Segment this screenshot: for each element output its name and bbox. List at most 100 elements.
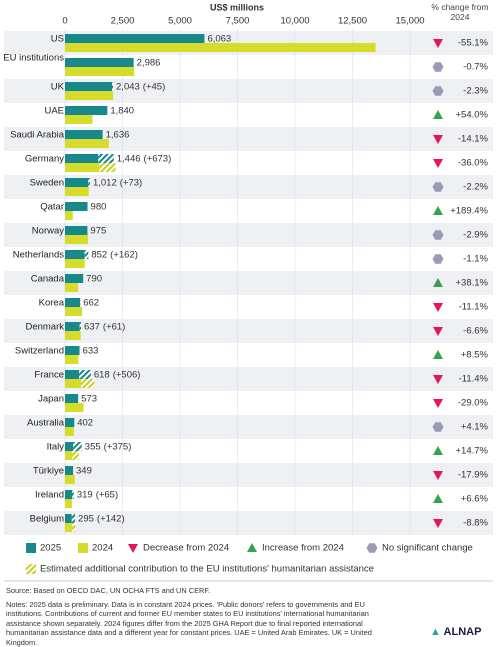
bar (65, 499, 72, 508)
category-label: Qatar (40, 201, 64, 213)
source: Source: Based on OECD DAC, UN OCHA FTS a… (6, 586, 211, 595)
logo-text: ALNAP (443, 626, 482, 638)
bar (65, 346, 80, 355)
bar (65, 379, 82, 388)
x-tick-label: 7,500 (226, 16, 250, 27)
change-label: -14.1% (458, 134, 489, 145)
bar (65, 403, 84, 412)
x-tick-label: 12,500 (338, 16, 367, 27)
value-label: 1,012 (93, 178, 117, 189)
bar (65, 475, 75, 484)
bar (65, 178, 89, 187)
x-tick-label: 5,000 (168, 16, 192, 27)
change-label: -2.3% (463, 86, 488, 97)
bar (65, 427, 74, 436)
value-label: 1,840 (110, 106, 134, 117)
value-label: 6,063 (207, 34, 231, 45)
value-label: 662 (83, 298, 99, 309)
additional-bar (79, 370, 91, 379)
row-stripe (4, 271, 493, 295)
bar (65, 274, 84, 283)
bar (65, 163, 100, 172)
category-label: Switzerland (14, 345, 64, 357)
bar (65, 514, 72, 523)
legend-icon (128, 544, 138, 553)
category-label: Belgium (29, 513, 64, 525)
change-icon (433, 399, 443, 408)
change-label: +4.1% (461, 422, 489, 433)
change-label: -0.7% (463, 62, 488, 73)
logo: ▲ ALNAP (430, 626, 482, 638)
category-label: Australia (27, 417, 64, 429)
bar (65, 451, 73, 460)
legend-swatch (26, 543, 36, 553)
change-icon (433, 278, 443, 287)
change-icon (433, 110, 443, 119)
legend-label: Estimated additional contribution to the… (40, 564, 374, 575)
change-label: -55.1% (458, 38, 489, 49)
bar (65, 211, 73, 220)
bar (65, 139, 109, 148)
change-label: +54.0% (456, 110, 489, 121)
value-label: 2,986 (137, 58, 161, 69)
legend-icon (247, 543, 257, 552)
additional-label: (+61) (103, 322, 125, 333)
additional-label: (+142) (97, 514, 125, 525)
legend-swatch (26, 564, 36, 574)
legend-label: 2024 (92, 543, 113, 554)
bar (65, 250, 85, 259)
bar (65, 115, 93, 124)
bar (65, 259, 85, 268)
bar (65, 130, 103, 139)
bar (65, 394, 79, 403)
change-label: -8.8% (463, 518, 488, 529)
change-icon (433, 471, 443, 480)
category-label: Denmark (25, 321, 64, 333)
change-icon (432, 62, 444, 72)
value-label: 1,636 (106, 130, 130, 141)
change-icon (433, 303, 443, 312)
value-label: 402 (77, 418, 93, 429)
change-icon (432, 230, 444, 240)
change-icon (432, 86, 444, 96)
category-label: UK (50, 81, 64, 93)
change-icon (432, 422, 444, 432)
legend-label: 2025 (40, 543, 61, 554)
bar (65, 82, 112, 91)
change-label: +14.7% (456, 446, 489, 457)
category-label: Sweden (29, 177, 64, 189)
legend-label: Increase from 2024 (262, 543, 344, 554)
change-label: -1.1% (463, 254, 488, 265)
change-icon (433, 519, 443, 528)
value-label: 573 (81, 394, 97, 405)
change-label: +8.5% (461, 350, 489, 361)
change-label: -29.0% (458, 398, 489, 409)
bar (65, 331, 81, 340)
additional-bar (99, 163, 116, 172)
additional-bar (73, 442, 82, 451)
change-label: +38.1% (456, 278, 489, 289)
value-label: 349 (76, 466, 92, 477)
additional-bar (84, 250, 89, 259)
category-label: Korea (38, 297, 64, 309)
bar (65, 226, 88, 235)
change-label: +6.6% (461, 494, 489, 505)
x-tick-label: 2,500 (111, 16, 135, 27)
bar (65, 355, 79, 364)
bar (65, 298, 81, 307)
change-icon (432, 182, 444, 192)
additional-label: (+73) (120, 178, 142, 189)
value-label: 852 (91, 250, 107, 261)
bar (65, 202, 88, 211)
bar (65, 418, 75, 427)
category-label: Italy (46, 441, 64, 453)
category-label: EU institutions (3, 52, 64, 64)
bar (65, 187, 89, 196)
value-label: 355 (85, 442, 101, 453)
bar (65, 307, 83, 316)
axis-title: US$ millions (210, 2, 264, 12)
value-label: 319 (77, 490, 93, 501)
change-icon (432, 254, 444, 264)
